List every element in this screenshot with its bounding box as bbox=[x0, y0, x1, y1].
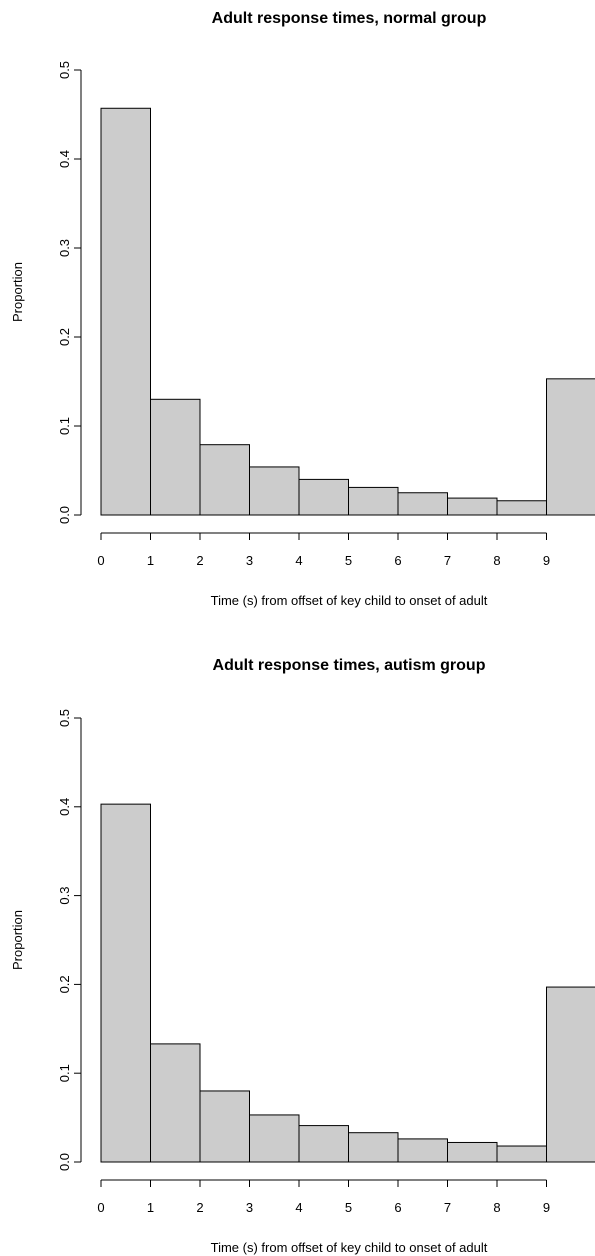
histogram-bar bbox=[100, 107, 151, 516]
y-tick-label: 0.3 bbox=[57, 887, 72, 905]
x-tick-label: 2 bbox=[196, 1200, 203, 1215]
x-tick-label: 4 bbox=[295, 553, 302, 568]
y-tick-label: 0.1 bbox=[57, 1064, 72, 1082]
y-axis-label: Proportion bbox=[10, 910, 25, 970]
x-tick-label: 7 bbox=[444, 553, 451, 568]
histogram-bar bbox=[397, 1138, 448, 1163]
x-tick-label: 7 bbox=[444, 1200, 451, 1215]
x-axis: 0 1 2 3 4 5 6 7 8 9 bbox=[97, 1179, 550, 1215]
histogram-bar bbox=[298, 478, 349, 516]
x-tick-label: 1 bbox=[147, 553, 154, 568]
histogram-bar bbox=[447, 497, 498, 516]
x-tick-label: 8 bbox=[493, 1200, 500, 1215]
x-tick-label: 5 bbox=[345, 553, 352, 568]
histogram-bar bbox=[348, 486, 399, 516]
y-tick-label: 0.5 bbox=[57, 709, 72, 727]
bars bbox=[100, 107, 595, 516]
chart-panel-normal-group: Adult response times, normal group Propo… bbox=[10, 10, 595, 608]
y-tick-label: 0.3 bbox=[57, 239, 72, 257]
histogram-bar bbox=[249, 1114, 300, 1163]
x-axis-label: Time (s) from offset of key child to ons… bbox=[211, 1240, 488, 1255]
y-axis-label: Proportion bbox=[10, 262, 25, 322]
histogram-bar bbox=[249, 466, 300, 516]
histogram-bar bbox=[100, 803, 151, 1163]
chart-panel-autism-group: Adult response times, autism group Propo… bbox=[10, 657, 595, 1255]
histogram-bar bbox=[397, 492, 448, 516]
histogram-bar bbox=[496, 500, 547, 516]
histogram-bar bbox=[546, 378, 595, 516]
histogram-bar bbox=[298, 1125, 349, 1163]
x-tick-label: 2 bbox=[196, 553, 203, 568]
y-axis: 0.0 0.1 0.2 0.3 0.4 0.5 bbox=[57, 61, 82, 524]
x-tick-label: 9 bbox=[543, 553, 550, 568]
x-tick-label: 8 bbox=[493, 553, 500, 568]
histogram-bar bbox=[199, 1090, 250, 1163]
x-axis-label: Time (s) from offset of key child to ons… bbox=[211, 593, 488, 608]
y-tick-label: 0.5 bbox=[57, 61, 72, 79]
histogram-bar bbox=[496, 1145, 547, 1163]
bars bbox=[100, 803, 595, 1163]
y-tick-label: 0.2 bbox=[57, 328, 72, 346]
histogram-bar bbox=[150, 398, 201, 516]
x-tick-label: 6 bbox=[394, 553, 401, 568]
histogram-bar bbox=[199, 444, 250, 516]
chart-title: Adult response times, normal group bbox=[212, 10, 487, 27]
y-tick-label: 0.4 bbox=[57, 798, 72, 816]
histogram-bar bbox=[546, 986, 595, 1163]
x-tick-label: 0 bbox=[97, 553, 104, 568]
x-tick-label: 3 bbox=[246, 1200, 253, 1215]
chart-title: Adult response times, autism group bbox=[213, 657, 486, 674]
y-tick-label: 0.4 bbox=[57, 150, 72, 168]
x-tick-label: 5 bbox=[345, 1200, 352, 1215]
x-tick-label: 6 bbox=[394, 1200, 401, 1215]
y-tick-label: 0.0 bbox=[57, 1153, 72, 1171]
x-tick-label: 3 bbox=[246, 553, 253, 568]
y-tick-label: 0.1 bbox=[57, 417, 72, 435]
histogram-bar bbox=[348, 1132, 399, 1163]
x-tick-label: 4 bbox=[295, 1200, 302, 1215]
x-tick-label: 9 bbox=[543, 1200, 550, 1215]
x-tick-label: 0 bbox=[97, 1200, 104, 1215]
x-axis: 0 1 2 3 4 5 6 7 8 9 bbox=[97, 532, 550, 568]
x-tick-label: 1 bbox=[147, 1200, 154, 1215]
y-tick-label: 0.2 bbox=[57, 975, 72, 993]
y-axis: 0.0 0.1 0.2 0.3 0.4 0.5 bbox=[57, 709, 82, 1171]
histogram-bar bbox=[447, 1141, 498, 1163]
y-tick-label: 0.0 bbox=[57, 506, 72, 524]
histogram-bar bbox=[150, 1043, 201, 1163]
